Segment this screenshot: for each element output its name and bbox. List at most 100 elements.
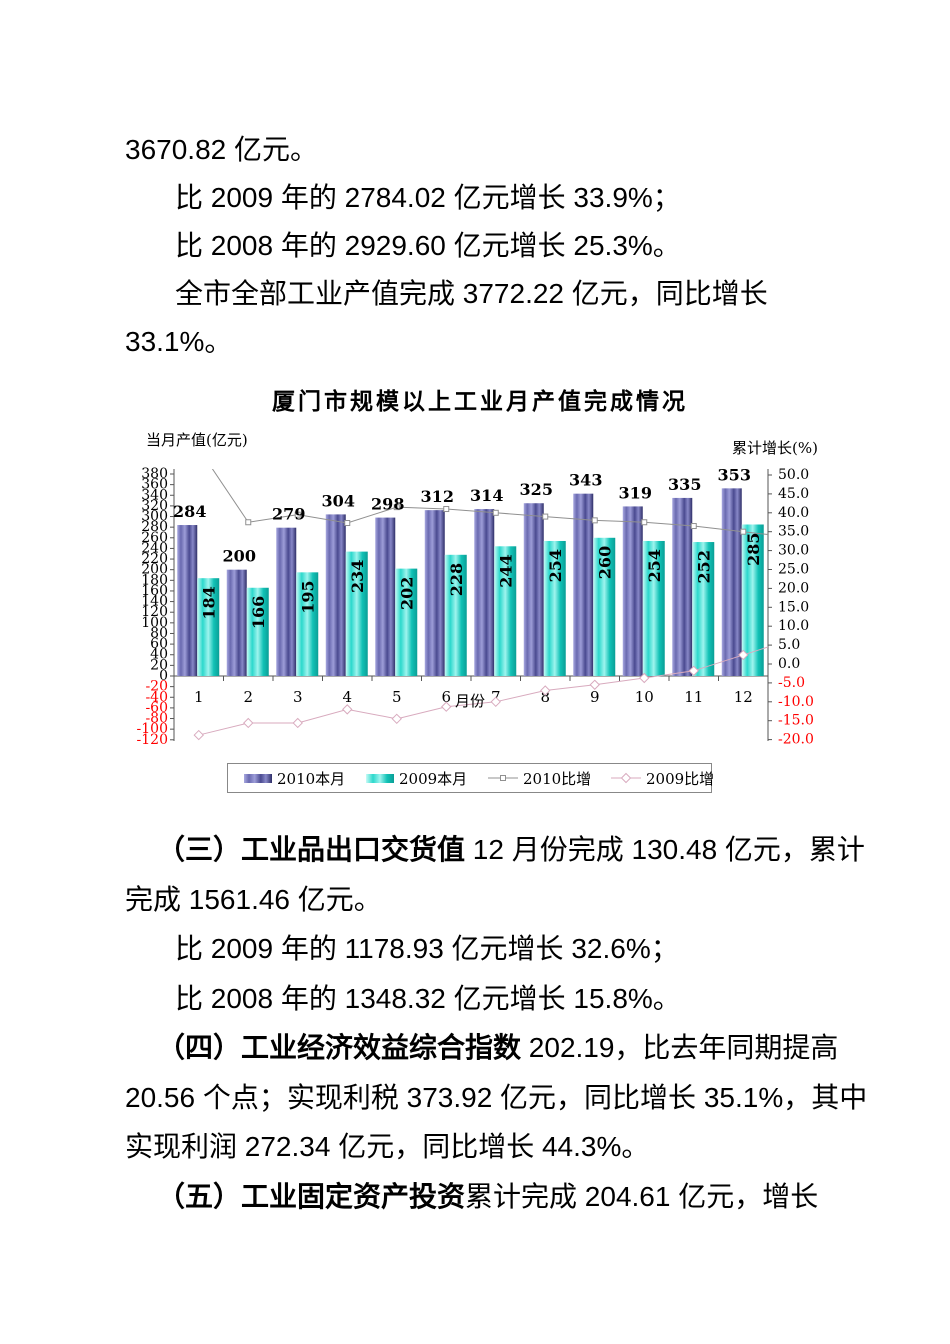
left-axis-tick-label: -40: [145, 689, 168, 705]
left-axis-tick-label: -20: [145, 679, 168, 695]
line-marker-square: [393, 504, 400, 511]
left-axis-tick-label: -80: [145, 711, 168, 727]
text-line: 比 2009 年的 2784.02 亿元增长 33.9%；: [125, 174, 835, 222]
bar-2010: [276, 527, 297, 676]
bar-label-2009: 166: [249, 596, 268, 629]
text-line: 3670.82 亿元。: [125, 126, 835, 174]
text-line: 完成 1561.46 亿元。: [125, 875, 835, 925]
right-axis-tick-label: 45.0: [778, 486, 809, 502]
text-line: 33.1%。: [125, 318, 835, 366]
left-axis-tick-label: 300: [141, 509, 168, 525]
legend-line-swatch: [488, 775, 518, 781]
industry-output-chart: 380 360 340 320 300 280 260 240 220 200 180 160 140 1…: [130, 373, 830, 803]
line-marker-square: [344, 520, 351, 527]
left-axis-tick-label: 200: [141, 562, 168, 578]
bar-2009: [593, 537, 616, 676]
text-run: 比 2009 年的 2784.02 亿元增长 33.9%；: [175, 182, 681, 213]
text-run: 33.1%。: [125, 326, 233, 357]
left-axis-tick-label: 220: [141, 551, 168, 567]
chart-legend: 2010本月 2009本月 2010比增 2009比增: [227, 763, 714, 793]
left-axis-tick-label: 20: [150, 657, 168, 673]
text-run: 全市全部工业产值完成 3772.22 亿元，同比增长: [175, 278, 768, 309]
left-axis-tick-label: 340: [141, 487, 168, 503]
month-label: 8: [540, 688, 550, 706]
line-marker-diamond: [589, 679, 600, 690]
bar-2010: [721, 488, 742, 676]
line-marker-square: [542, 513, 549, 520]
legend-bar-swatch: [244, 773, 272, 783]
bar-2009: [543, 540, 566, 676]
bar-2009: [246, 587, 269, 676]
left-axis-tick-label: 160: [141, 583, 168, 599]
text-run: 累计完成 204.61 亿元，增长: [465, 1180, 819, 1212]
right-axis-tick-label: 10.0: [778, 618, 809, 634]
bar-label-2009: 244: [496, 554, 515, 587]
bar-label-2010: 284: [173, 502, 206, 521]
text-line: 实现利润 272.34 亿元，同比增长 44.3%。: [125, 1122, 835, 1172]
month-label: 5: [392, 688, 402, 706]
paragraph-block-bottom: （三）工业品出口交货值 12 月份完成 130.48 亿元，累计完成 1561.…: [125, 825, 867, 1221]
bar-label-2010: 314: [470, 486, 503, 505]
bar-2010: [177, 525, 198, 676]
bar-2009: [692, 542, 715, 676]
heading-run: （三）工业品出口交货值: [157, 834, 466, 865]
chart-plot-area: 3803603403203002802602402202001801601401…: [137, 465, 814, 748]
bar-2010: [325, 514, 346, 676]
bar-label-2009: 254: [546, 549, 565, 582]
growth-line-2010: [211, 469, 768, 536]
line-marker-square: [443, 506, 450, 513]
legend-item: 2010本月: [244, 764, 345, 792]
heading-run: （四）工业经济效益综合指数: [157, 1032, 522, 1063]
bar-2009: [395, 568, 418, 676]
growth-line-2009: [193, 646, 768, 741]
right-axis-tick-label: 15.0: [778, 599, 809, 615]
right-axis-tick-label: 0.0: [778, 656, 800, 672]
left-axis-tick-label: 380: [141, 466, 168, 482]
right-axis-tick-label: -5.0: [778, 675, 805, 691]
right-axis-tick-label: 50.0: [778, 467, 809, 483]
left-axis-tick-label: 180: [141, 572, 168, 588]
bar-label-2009: 202: [397, 577, 416, 610]
bar-2010: [474, 509, 495, 676]
left-axis-tick-label: 0: [159, 668, 168, 684]
month-label: 12: [734, 688, 753, 706]
bar-2010: [622, 506, 643, 676]
right-axis-title: 累计增长(%): [732, 439, 818, 457]
bar-2009: [642, 540, 665, 676]
paragraph-block-top: 3670.82 亿元。比 2009 年的 2784.02 亿元增长 33.9%；…: [125, 126, 835, 366]
line-marker-diamond: [391, 713, 402, 725]
left-axis-tick-label: -100: [137, 721, 168, 737]
bar-label-2009: 195: [298, 580, 317, 613]
left-axis-tick-label: 260: [141, 530, 168, 546]
text-line: 比 2009 年的 1178.93 亿元增长 32.6%；: [125, 924, 835, 974]
month-label: 6: [441, 688, 451, 706]
bar-label-2010: 335: [668, 475, 701, 494]
bar-2010: [424, 510, 445, 676]
bar-label-2009: 252: [694, 550, 713, 583]
bar-label-2010: 325: [520, 480, 553, 499]
legend-label: 2010比增: [523, 769, 592, 788]
bar-2009: [741, 524, 764, 676]
chart-title: 厦门市规模以上工业月产值完成情况: [272, 388, 688, 415]
line-marker-diamond: [441, 701, 452, 712]
text-run: 202.19，比去年同期提高: [521, 1032, 839, 1063]
line-marker-diamond: [738, 649, 749, 661]
line-marker-square: [740, 528, 747, 535]
bar-2009: [345, 551, 368, 676]
line-marker-square: [294, 511, 301, 518]
left-axis-tick-label: 140: [141, 594, 168, 610]
legend-line-swatch: [611, 772, 641, 784]
text-line: （四）工业经济效益综合指数 202.19，比去年同期提高: [125, 1023, 839, 1073]
text-run: 3670.82 亿元。: [125, 134, 318, 165]
bar-2009: [494, 546, 517, 676]
right-axis-tick-label: -20.0: [778, 732, 814, 748]
bar-label-2010: 343: [569, 471, 602, 490]
text-run: 20.56 个点；实现利税 373.92 亿元，同比增长 35.1%，其中: [125, 1081, 868, 1113]
text-run: 12 月份完成 130.48 亿元，累计: [465, 834, 865, 865]
left-axis-tick-label: 280: [141, 519, 168, 535]
text-line: 比 2008 年的 2929.60 亿元增长 25.3%。: [125, 222, 835, 270]
legend-item: 2010比增: [488, 764, 591, 792]
right-axis-tick-label: 30.0: [778, 543, 809, 559]
text-line: 全市全部工业产值完成 3772.22 亿元，同比增长: [125, 270, 835, 318]
bar-label-2009: 234: [348, 560, 367, 593]
